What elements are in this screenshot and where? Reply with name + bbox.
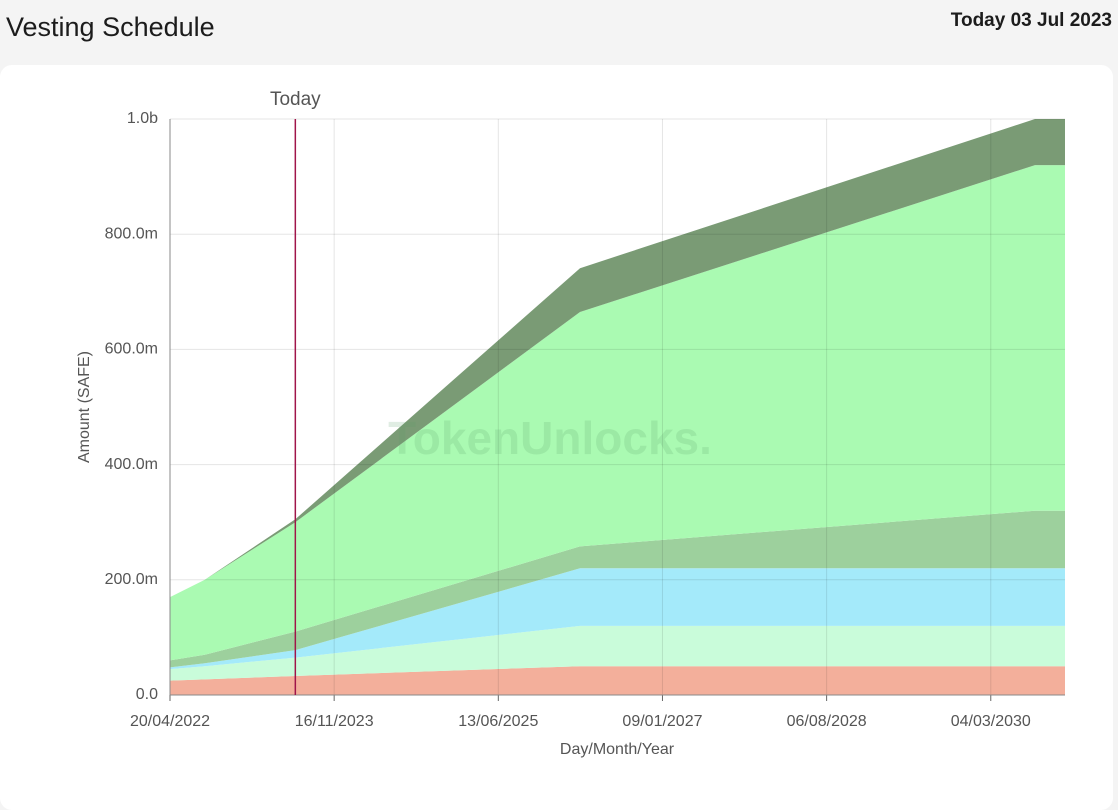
y-tick-label: 400.0m (105, 456, 158, 473)
area (170, 510, 1065, 668)
area (170, 568, 1065, 670)
x-tick-label: 20/04/2022 (130, 713, 210, 730)
x-tick-label: 16/11/2023 (295, 713, 374, 730)
page-title: Vesting Schedule (6, 12, 215, 42)
watermark: TokenUnlocks. (388, 412, 712, 464)
y-tick-label: 200.0m (105, 571, 158, 588)
x-tick-label: 13/06/2025 (458, 713, 538, 730)
x-axis-label: Day/Month/Year (560, 741, 675, 758)
area (170, 119, 1065, 598)
area (170, 165, 1065, 661)
x-tick-label: 06/08/2028 (787, 713, 867, 730)
today-date: Today 03 Jul 2023 (950, 10, 1112, 31)
y-tick-label: 1.0b (127, 110, 158, 127)
y-tick-label: 0.0 (136, 686, 158, 703)
area (170, 666, 1065, 695)
y-axis-label: Amount (SAFE) (76, 351, 93, 463)
area (170, 625, 1065, 681)
x-tick-label: 09/01/2027 (622, 713, 702, 730)
x-tick-label: 04/03/2030 (951, 713, 1031, 730)
y-tick-label: 600.0m (105, 341, 158, 358)
y-tick-label: 800.0m (105, 225, 158, 242)
today-label: Today (270, 89, 321, 110)
